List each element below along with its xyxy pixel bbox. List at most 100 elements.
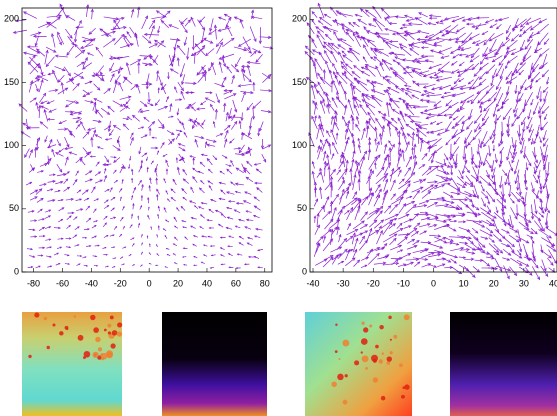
heatmap-spot	[362, 355, 369, 362]
vector-arrow	[388, 87, 399, 93]
heatmap-spot	[338, 358, 340, 360]
vector-arrow	[37, 49, 45, 56]
vector-arrow	[342, 66, 353, 76]
heatmap-spot	[117, 322, 122, 327]
vector-arrow	[224, 94, 236, 99]
heatmap-spot	[28, 355, 31, 358]
vector-arrow	[479, 72, 485, 79]
heatmap-spot	[361, 322, 364, 325]
vector-arrow	[406, 107, 414, 116]
vector-arrow	[472, 147, 473, 161]
vector-arrow	[542, 54, 547, 68]
vector-arrow	[501, 131, 502, 144]
vector-arrow	[316, 236, 323, 244]
vector-arrow	[360, 212, 367, 221]
x-tick-label: -30	[337, 278, 350, 288]
vector-arrow	[367, 80, 375, 87]
vector-arrow	[503, 108, 511, 120]
vector-arrow	[24, 12, 37, 18]
heatmap-spot	[335, 350, 338, 353]
vector-arrow	[360, 105, 367, 116]
vector-arrow	[451, 267, 461, 274]
x-tick-label: 20	[489, 278, 499, 288]
heatmap-spot	[399, 363, 403, 367]
vector-arrow	[206, 49, 215, 56]
vector-arrow	[539, 48, 549, 56]
vector-arrow	[318, 82, 323, 91]
vector-arrow	[469, 34, 479, 39]
vector-arrow	[333, 142, 339, 154]
vector-arrow	[456, 33, 466, 40]
vector-arrow	[235, 57, 240, 67]
heatmap-spot	[90, 315, 95, 320]
vector-arrow	[387, 80, 398, 87]
vector-arrow	[65, 29, 72, 38]
heatmap-spot	[378, 359, 383, 364]
vector-arrow	[343, 55, 352, 62]
vector-arrow	[511, 49, 524, 55]
vector-arrow	[376, 167, 383, 176]
y-tick-label: 100	[4, 140, 19, 150]
vector-arrow	[46, 57, 54, 67]
vector-arrow	[317, 35, 324, 48]
vector-arrow	[362, 100, 375, 108]
vector-arrow	[25, 149, 30, 158]
vector-arrow	[198, 20, 205, 30]
heatmap-spot	[343, 400, 348, 405]
vector-arrow	[350, 49, 359, 61]
vector-arrow	[502, 39, 510, 46]
vector-arrow	[376, 66, 381, 77]
vector-arrow	[39, 93, 45, 102]
vector-arrow	[161, 20, 168, 27]
vector-arrow	[497, 24, 502, 29]
vector-arrow	[406, 124, 415, 130]
vector-arrow	[322, 211, 330, 219]
vector-arrow	[406, 156, 411, 167]
vector-arrow	[75, 50, 84, 57]
vector-arrow	[541, 266, 548, 276]
vector-arrow	[538, 33, 548, 45]
vector-arrow	[373, 19, 382, 31]
x-tick-label: 40	[202, 278, 212, 288]
vector-arrow	[496, 78, 502, 90]
x-tick-label: -20	[367, 278, 380, 288]
heatmap-spot	[335, 324, 337, 326]
vector-arrow	[217, 42, 223, 53]
vector-arrow	[375, 49, 389, 57]
heatmap-spot	[98, 347, 102, 351]
vector-arrow	[452, 146, 459, 156]
vector-arrow	[493, 234, 501, 241]
vector-arrow	[361, 9, 370, 17]
vector-arrow	[227, 169, 232, 174]
vector-arrow	[543, 175, 548, 189]
vector-arrow	[83, 92, 92, 97]
vector-arrow	[534, 102, 539, 115]
vector-arrow	[312, 116, 318, 129]
heatmap	[450, 312, 557, 416]
heatmap-spot	[401, 395, 405, 399]
vector-arrow	[331, 51, 337, 62]
vector-arrow	[325, 34, 331, 40]
vector-arrow	[511, 192, 519, 202]
vector-arrow	[384, 206, 390, 214]
vector-arrow	[474, 114, 481, 123]
vector-arrow	[148, 122, 155, 129]
vector-arrow	[83, 63, 92, 69]
vector-arrow	[142, 36, 151, 44]
x-tick-label: -20	[114, 278, 127, 288]
heatmap-spot	[381, 396, 386, 401]
vector-arrow	[124, 38, 129, 47]
heatmap-spot	[93, 327, 99, 333]
vector-arrow	[349, 48, 359, 54]
vector-arrow	[75, 44, 84, 53]
vector-arrow	[510, 267, 517, 276]
x-tick-label: 20	[173, 278, 183, 288]
heatmap-spot	[101, 357, 104, 360]
vector-arrow	[353, 33, 360, 47]
vector-arrow	[213, 155, 217, 159]
heatmap-spot	[337, 374, 343, 380]
vector-arrow	[181, 207, 185, 211]
x-tick-label: 80	[260, 278, 270, 288]
heatmap-spot	[78, 335, 84, 341]
y-tick-label: 0	[302, 266, 307, 276]
